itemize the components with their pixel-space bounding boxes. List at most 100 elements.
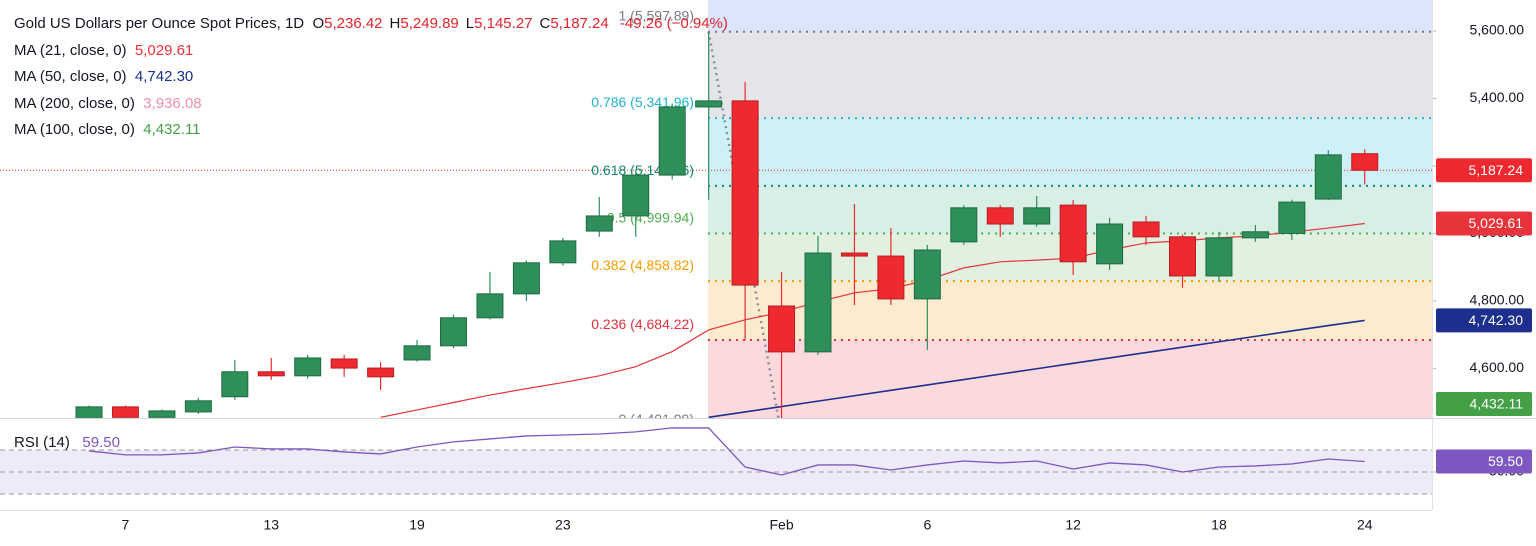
ohlc-key: O — [312, 15, 325, 32]
candle-body — [1023, 207, 1051, 225]
candle-body — [294, 357, 322, 377]
ma-value: 5,029.61 — [134, 42, 194, 59]
candle-body — [658, 106, 686, 176]
symbol-title: Gold US Dollars per Ounce Spot Prices, 1… — [14, 15, 305, 32]
candle-body — [111, 406, 139, 418]
fib-label: 0.5 (4,999.94) — [607, 209, 694, 225]
rsi-line — [88, 427, 1365, 476]
badge-label: 5,029.61 — [1469, 215, 1524, 231]
ma-line — [380, 222, 1365, 418]
ma-value: 4,742.30 — [134, 68, 194, 86]
x-tick-label: 18 — [1211, 517, 1227, 533]
y-tick-label: 4,600.00 — [1470, 359, 1525, 375]
candle-body — [1096, 223, 1124, 265]
fib-label: 1 (5,597.89) — [618, 7, 694, 23]
ma-legend-row: MA (200, close, 0) 3,936.08 — [14, 94, 202, 114]
fib-price: (4,858.82) — [630, 257, 694, 273]
ma-value: 3,936.08 — [143, 94, 202, 112]
candle-body — [367, 367, 395, 378]
price-badge: 59.50 — [1436, 449, 1532, 474]
fib-ratio: 0 — [618, 411, 626, 427]
fib-label: 0.382 (4,858.82) — [591, 257, 694, 273]
candle-body — [330, 358, 358, 369]
candle-body — [512, 262, 540, 295]
rsi-pane — [0, 427, 1432, 495]
candle-body — [476, 293, 504, 319]
ma-legend-row: MA (50, close, 0) 4,742.30 — [14, 67, 193, 87]
badge-box — [1436, 158, 1532, 183]
fib-band — [708, 31, 1432, 119]
candle-body — [1241, 231, 1269, 239]
candle-body — [257, 371, 285, 377]
fib-ratio: 0.618 — [591, 162, 626, 178]
badge-box — [1436, 449, 1532, 474]
ma-name: MA (200, close, 0) — [14, 94, 135, 112]
candle-body — [913, 249, 941, 300]
ohlc-key: L — [465, 15, 475, 32]
change: -49.26 (−0.94%) — [619, 15, 728, 32]
candle-body — [1059, 204, 1087, 263]
fib-ratio: 0.382 — [591, 257, 626, 273]
x-tick-label: 7 — [122, 517, 130, 533]
fib-ratio: 0.236 — [591, 316, 626, 332]
ma-legend-row: MA (21, close, 0) 5,029.61 — [14, 41, 193, 61]
candle-body — [440, 317, 467, 347]
y-tick-label: 4,800.00 — [1470, 292, 1525, 308]
candle-body — [184, 400, 212, 413]
ohlc-value: 5,249.89 — [400, 15, 459, 32]
badge-label: 59.50 — [1488, 453, 1523, 469]
ohlc-value: 5,236.42 — [324, 15, 383, 32]
ma-line — [708, 319, 1365, 418]
price-badge: 5,029.61 — [1436, 211, 1532, 236]
candle-body — [549, 240, 577, 264]
candle-body — [1205, 237, 1233, 277]
candle-body — [804, 252, 832, 353]
candle-body — [148, 410, 176, 418]
y-tick-label: 5,600.00 — [1470, 22, 1525, 38]
candle-body — [403, 345, 431, 361]
rsi-value: 59.50 — [82, 434, 120, 451]
symbol-legend: Gold US Dollars per Ounce Spot Prices, 1… — [14, 14, 728, 34]
x-tick-label: 6 — [923, 517, 931, 533]
x-tick-label: 23 — [555, 517, 571, 533]
candle-body — [75, 406, 103, 418]
ohlc-value: 5,145.27 — [474, 15, 533, 32]
candle-body — [877, 255, 905, 300]
fib-label: 0 (4,401.99) — [618, 411, 694, 427]
candle-body — [622, 174, 650, 217]
candle-body — [221, 371, 249, 398]
price-pane: 1 (5,597.89)0.786 (5,341.96)0.618 (5,141… — [0, 7, 1432, 427]
fib-price: (4,401.99) — [630, 411, 694, 427]
fib-extension-band — [708, 0, 1432, 32]
fib-price: (5,597.89) — [630, 7, 694, 23]
candle-body — [1132, 221, 1160, 238]
candle-body — [1169, 236, 1196, 277]
candle-body — [695, 100, 723, 108]
candle-body — [585, 215, 613, 232]
rsi-title: RSI (14) — [14, 434, 70, 451]
fib-label: 0.236 (4,684.22) — [591, 316, 694, 332]
badge-label: 4,742.30 — [1469, 312, 1524, 328]
ma-name: MA (50, close, 0) — [14, 68, 127, 86]
candle-body — [840, 252, 868, 257]
fib-ratio: 1 — [618, 7, 626, 23]
badge-label: 5,187.24 — [1469, 162, 1524, 178]
candle-body — [1351, 153, 1379, 171]
x-tick-label: 13 — [263, 517, 279, 533]
fib-price: (5,341.96) — [630, 94, 694, 110]
fib-band — [708, 339, 1432, 418]
ma-name: MA (100, close, 0) — [14, 120, 135, 138]
fib-price: (4,684.22) — [630, 316, 694, 332]
candle-body — [986, 207, 1014, 225]
ma-name: MA (21, close, 0) — [14, 42, 127, 59]
ohlc-value: 5,187.24 — [550, 15, 609, 32]
fib-ratio: 0.786 — [591, 94, 626, 110]
price-badge: 4,742.30 — [1436, 308, 1532, 333]
rsi-legend: RSI (14) 59.50 — [14, 433, 120, 453]
badge-box — [1436, 211, 1532, 236]
y-tick-label: 5,400.00 — [1470, 89, 1525, 105]
ma-legend-row: MA (100, close, 0) 4,432.11 — [14, 120, 201, 140]
badge-label: 4,432.11 — [1470, 396, 1524, 412]
